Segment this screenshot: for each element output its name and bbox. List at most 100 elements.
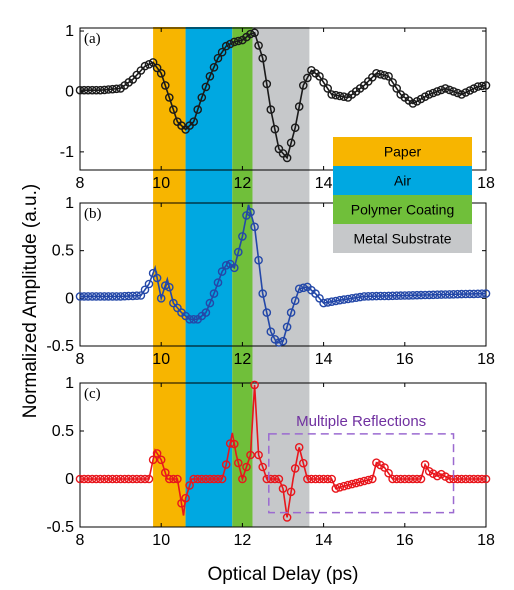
data-point <box>120 474 129 484</box>
data-point <box>100 85 109 95</box>
data-point <box>164 93 174 102</box>
data-point <box>400 474 410 484</box>
data-point <box>87 292 97 301</box>
data-point <box>75 474 85 484</box>
data-point <box>469 289 479 299</box>
data-point <box>396 291 406 300</box>
data-point <box>388 291 397 301</box>
data-point <box>108 474 117 484</box>
region-paper <box>153 27 186 527</box>
data-point <box>217 47 227 57</box>
data-point <box>315 474 324 484</box>
data-point <box>164 474 174 484</box>
data-point <box>246 29 255 39</box>
data-point <box>441 84 450 93</box>
y-tick-label: 0 <box>65 83 74 100</box>
data-point <box>359 292 369 301</box>
data-point <box>83 85 93 95</box>
data-point <box>416 94 426 104</box>
axes-frame <box>79 382 487 528</box>
data-point <box>384 468 393 478</box>
data-point <box>355 477 365 487</box>
data-point <box>453 88 462 98</box>
data-point <box>416 474 426 484</box>
data-point <box>477 474 487 484</box>
data-point <box>274 338 284 347</box>
data-point <box>100 474 109 484</box>
data-point <box>400 291 410 300</box>
data-point <box>278 336 288 346</box>
data-point <box>116 292 125 301</box>
data-point <box>124 474 133 484</box>
data-point <box>169 474 178 484</box>
y-tick-label: 0 <box>65 290 74 307</box>
data-point <box>473 474 483 484</box>
region-air <box>185 27 233 527</box>
data-point <box>112 84 121 94</box>
data-point <box>266 327 276 337</box>
data-point <box>367 474 377 484</box>
y-tick-label: -1 <box>60 144 74 161</box>
data-point <box>303 73 312 83</box>
y-tick-label: 0 <box>65 471 74 488</box>
data-point <box>465 474 475 484</box>
y-tick-label: 0.5 <box>52 243 74 260</box>
data-point <box>335 91 345 101</box>
panel-c: 8 10 12 14 16 18 1 0.5 0 -0.5 (c) <box>46 375 495 549</box>
data-point <box>193 105 202 114</box>
data-point <box>477 289 487 299</box>
data-point <box>327 297 337 307</box>
data-point <box>266 474 276 484</box>
data-point <box>112 292 121 301</box>
axes-frame <box>79 27 487 171</box>
data-point <box>359 476 369 486</box>
data-point <box>209 289 219 298</box>
data-point <box>307 474 316 484</box>
data-point <box>108 292 117 301</box>
data-point <box>189 117 198 126</box>
data-point <box>229 263 239 273</box>
data-point <box>457 90 466 99</box>
data-point <box>420 460 430 469</box>
data-point <box>144 60 154 69</box>
data-point <box>201 82 211 92</box>
data-point <box>79 85 89 95</box>
x-tick-label: 14 <box>315 175 333 192</box>
data-point <box>254 255 263 265</box>
panel-b: 8 10 12 14 16 18 1 0.5 0 -0.5 (b) <box>46 195 495 368</box>
data-point <box>404 474 414 484</box>
data-point <box>319 298 328 308</box>
panel-label: (a) <box>84 31 101 47</box>
data-point <box>286 487 296 497</box>
data-point <box>303 474 312 484</box>
x-tick-label: 18 <box>477 532 495 549</box>
data-point <box>428 88 438 98</box>
data-point <box>156 455 166 465</box>
multiple-reflections-annotation: Multiple Reflections <box>268 413 455 514</box>
data-point <box>132 291 142 301</box>
data-point <box>481 474 491 484</box>
data-point <box>331 90 341 100</box>
legend-item-paper: Paper <box>384 144 422 160</box>
data-point <box>79 292 89 301</box>
panel-label: (b) <box>84 206 102 222</box>
data-point <box>100 292 109 301</box>
data-point <box>457 474 466 484</box>
data-point <box>173 474 182 484</box>
data-point <box>258 53 268 63</box>
data-point <box>420 92 430 101</box>
data-point <box>432 87 442 96</box>
data-point <box>83 292 93 301</box>
data-point <box>164 282 174 292</box>
data-point <box>238 474 247 484</box>
x-tick-label: 14 <box>315 351 333 368</box>
legend-swatch <box>333 195 472 224</box>
data-point <box>83 474 93 484</box>
data-point <box>290 123 300 132</box>
data-point <box>104 85 113 94</box>
data-point <box>250 222 259 232</box>
data-point <box>392 474 402 484</box>
data-point <box>376 70 385 79</box>
data-point <box>473 82 483 91</box>
data-point <box>294 102 304 111</box>
